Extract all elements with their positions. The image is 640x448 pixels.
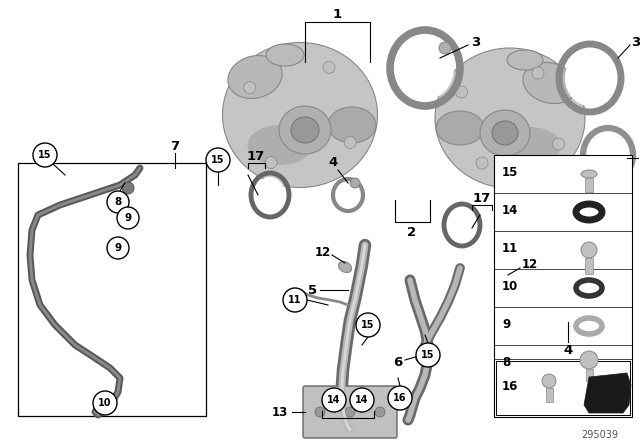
Text: 9: 9 — [124, 213, 132, 223]
Circle shape — [33, 143, 57, 167]
Text: 15: 15 — [421, 350, 435, 360]
Ellipse shape — [581, 170, 597, 178]
Circle shape — [265, 157, 277, 168]
Circle shape — [117, 207, 139, 229]
Ellipse shape — [266, 44, 304, 66]
FancyBboxPatch shape — [496, 361, 630, 415]
Text: 12: 12 — [315, 246, 331, 258]
Ellipse shape — [328, 107, 376, 143]
Ellipse shape — [581, 242, 597, 258]
Ellipse shape — [492, 121, 518, 145]
Ellipse shape — [396, 36, 454, 100]
Ellipse shape — [279, 106, 331, 154]
FancyBboxPatch shape — [494, 155, 632, 417]
Text: 11: 11 — [288, 295, 301, 305]
Ellipse shape — [588, 133, 628, 177]
Text: 4: 4 — [328, 156, 338, 169]
Circle shape — [350, 388, 374, 412]
Text: 6: 6 — [394, 357, 403, 370]
Ellipse shape — [255, 177, 285, 213]
FancyBboxPatch shape — [303, 386, 397, 438]
FancyBboxPatch shape — [585, 258, 593, 274]
Ellipse shape — [540, 265, 596, 325]
Circle shape — [107, 237, 129, 259]
Circle shape — [356, 313, 380, 337]
Ellipse shape — [248, 125, 312, 165]
Text: 15: 15 — [502, 167, 518, 180]
Circle shape — [244, 82, 256, 94]
Ellipse shape — [565, 50, 615, 106]
Text: 3: 3 — [472, 35, 481, 48]
Text: 15: 15 — [211, 155, 225, 165]
Circle shape — [283, 288, 307, 312]
Ellipse shape — [542, 374, 556, 388]
Text: 16: 16 — [502, 380, 518, 393]
Text: 17: 17 — [247, 151, 265, 164]
Text: 15: 15 — [38, 150, 52, 160]
Ellipse shape — [228, 56, 282, 99]
Ellipse shape — [502, 272, 515, 284]
Ellipse shape — [291, 117, 319, 143]
Ellipse shape — [435, 48, 585, 188]
FancyBboxPatch shape — [585, 178, 593, 192]
Text: 11: 11 — [502, 242, 518, 255]
Text: 14: 14 — [327, 395, 340, 405]
Ellipse shape — [337, 183, 359, 207]
Ellipse shape — [523, 62, 577, 103]
Ellipse shape — [499, 127, 561, 165]
Circle shape — [323, 61, 335, 73]
Text: 14: 14 — [502, 204, 518, 217]
Circle shape — [93, 391, 117, 415]
FancyBboxPatch shape — [18, 163, 206, 416]
Circle shape — [350, 178, 360, 188]
Circle shape — [388, 386, 412, 410]
Text: 10: 10 — [99, 398, 112, 408]
Text: 10: 10 — [502, 280, 518, 293]
Circle shape — [456, 86, 467, 98]
Circle shape — [345, 407, 355, 417]
Circle shape — [532, 67, 544, 79]
Circle shape — [122, 182, 134, 194]
Ellipse shape — [480, 110, 530, 156]
Text: 2: 2 — [408, 225, 417, 238]
Circle shape — [580, 351, 598, 369]
Circle shape — [315, 407, 325, 417]
Circle shape — [416, 343, 440, 367]
Text: 15: 15 — [361, 320, 375, 330]
Circle shape — [552, 138, 564, 150]
Circle shape — [344, 137, 356, 148]
Ellipse shape — [223, 43, 378, 188]
Text: 9: 9 — [502, 319, 510, 332]
Text: 12: 12 — [522, 258, 538, 271]
Text: 8: 8 — [502, 357, 510, 370]
Text: 4: 4 — [563, 344, 573, 357]
Text: 3: 3 — [632, 35, 640, 48]
Circle shape — [439, 42, 451, 54]
Text: 14: 14 — [355, 395, 369, 405]
Text: 8: 8 — [115, 197, 122, 207]
Text: 5: 5 — [308, 284, 317, 297]
Text: 16: 16 — [393, 393, 407, 403]
Circle shape — [575, 263, 589, 277]
FancyBboxPatch shape — [545, 388, 552, 402]
Ellipse shape — [339, 262, 351, 272]
Circle shape — [476, 157, 488, 169]
Text: 17: 17 — [473, 191, 491, 204]
Polygon shape — [584, 373, 631, 413]
Ellipse shape — [448, 208, 476, 242]
FancyBboxPatch shape — [586, 369, 593, 381]
Circle shape — [107, 191, 129, 213]
Ellipse shape — [507, 50, 543, 70]
Text: 1: 1 — [332, 8, 342, 21]
Circle shape — [322, 388, 346, 412]
Text: 7: 7 — [170, 139, 180, 152]
Text: 13: 13 — [272, 405, 288, 418]
Ellipse shape — [436, 111, 484, 145]
Text: 9: 9 — [115, 243, 122, 253]
Circle shape — [206, 148, 230, 172]
Circle shape — [375, 407, 385, 417]
Text: 295039: 295039 — [581, 430, 618, 440]
